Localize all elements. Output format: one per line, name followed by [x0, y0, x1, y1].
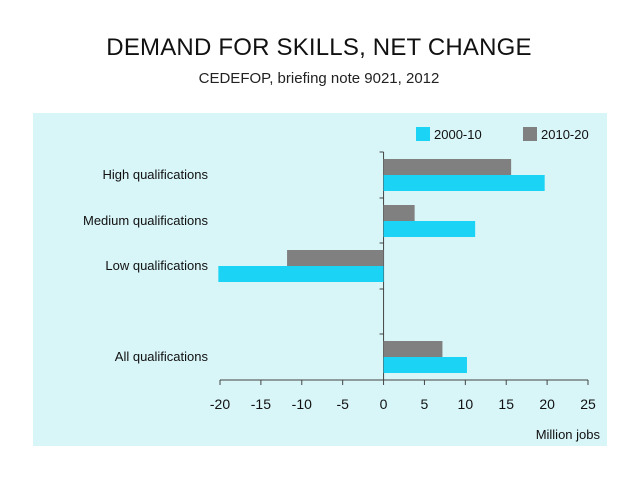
x-tick-label: 20 — [539, 396, 555, 412]
legend-label-2000-10: 2000-10 — [434, 127, 482, 142]
bar-2000-10 — [218, 266, 384, 282]
x-tick-label: -20 — [210, 396, 230, 412]
bar-2000-10 — [383, 221, 476, 237]
category-label: Low qualifications — [105, 258, 208, 273]
slide-subtitle: CEDEFOP, briefing note 9021, 2012 — [198, 70, 440, 87]
x-tick-label: 25 — [580, 396, 596, 412]
bar-2000-10 — [383, 357, 467, 373]
bar-2010-20 — [383, 341, 443, 357]
bar-2000-10 — [383, 175, 545, 191]
category-label: High qualifications — [102, 167, 208, 182]
x-axis-label: Million jobs — [536, 427, 601, 442]
x-tick-label: 15 — [498, 396, 514, 412]
bar-2010-20 — [383, 159, 512, 175]
x-tick-label: 10 — [458, 396, 474, 412]
category-label: All qualifications — [115, 349, 209, 364]
x-tick-label: -5 — [336, 396, 349, 412]
bar-2010-20 — [287, 250, 384, 266]
x-tick-label: -15 — [251, 396, 271, 412]
category-label: Medium qualifications — [83, 213, 209, 228]
x-tick-label: -10 — [292, 396, 312, 412]
legend-swatch-2000-10 — [416, 127, 430, 141]
x-tick-label: 0 — [380, 396, 388, 412]
legend-swatch-2010-20 — [523, 127, 537, 141]
slide-title: DEMAND FOR SKILLS, NET CHANGE — [106, 34, 532, 61]
x-tick-label: 5 — [421, 396, 429, 412]
bar-2010-20 — [383, 205, 415, 221]
legend-label-2010-20: 2010-20 — [541, 127, 589, 142]
